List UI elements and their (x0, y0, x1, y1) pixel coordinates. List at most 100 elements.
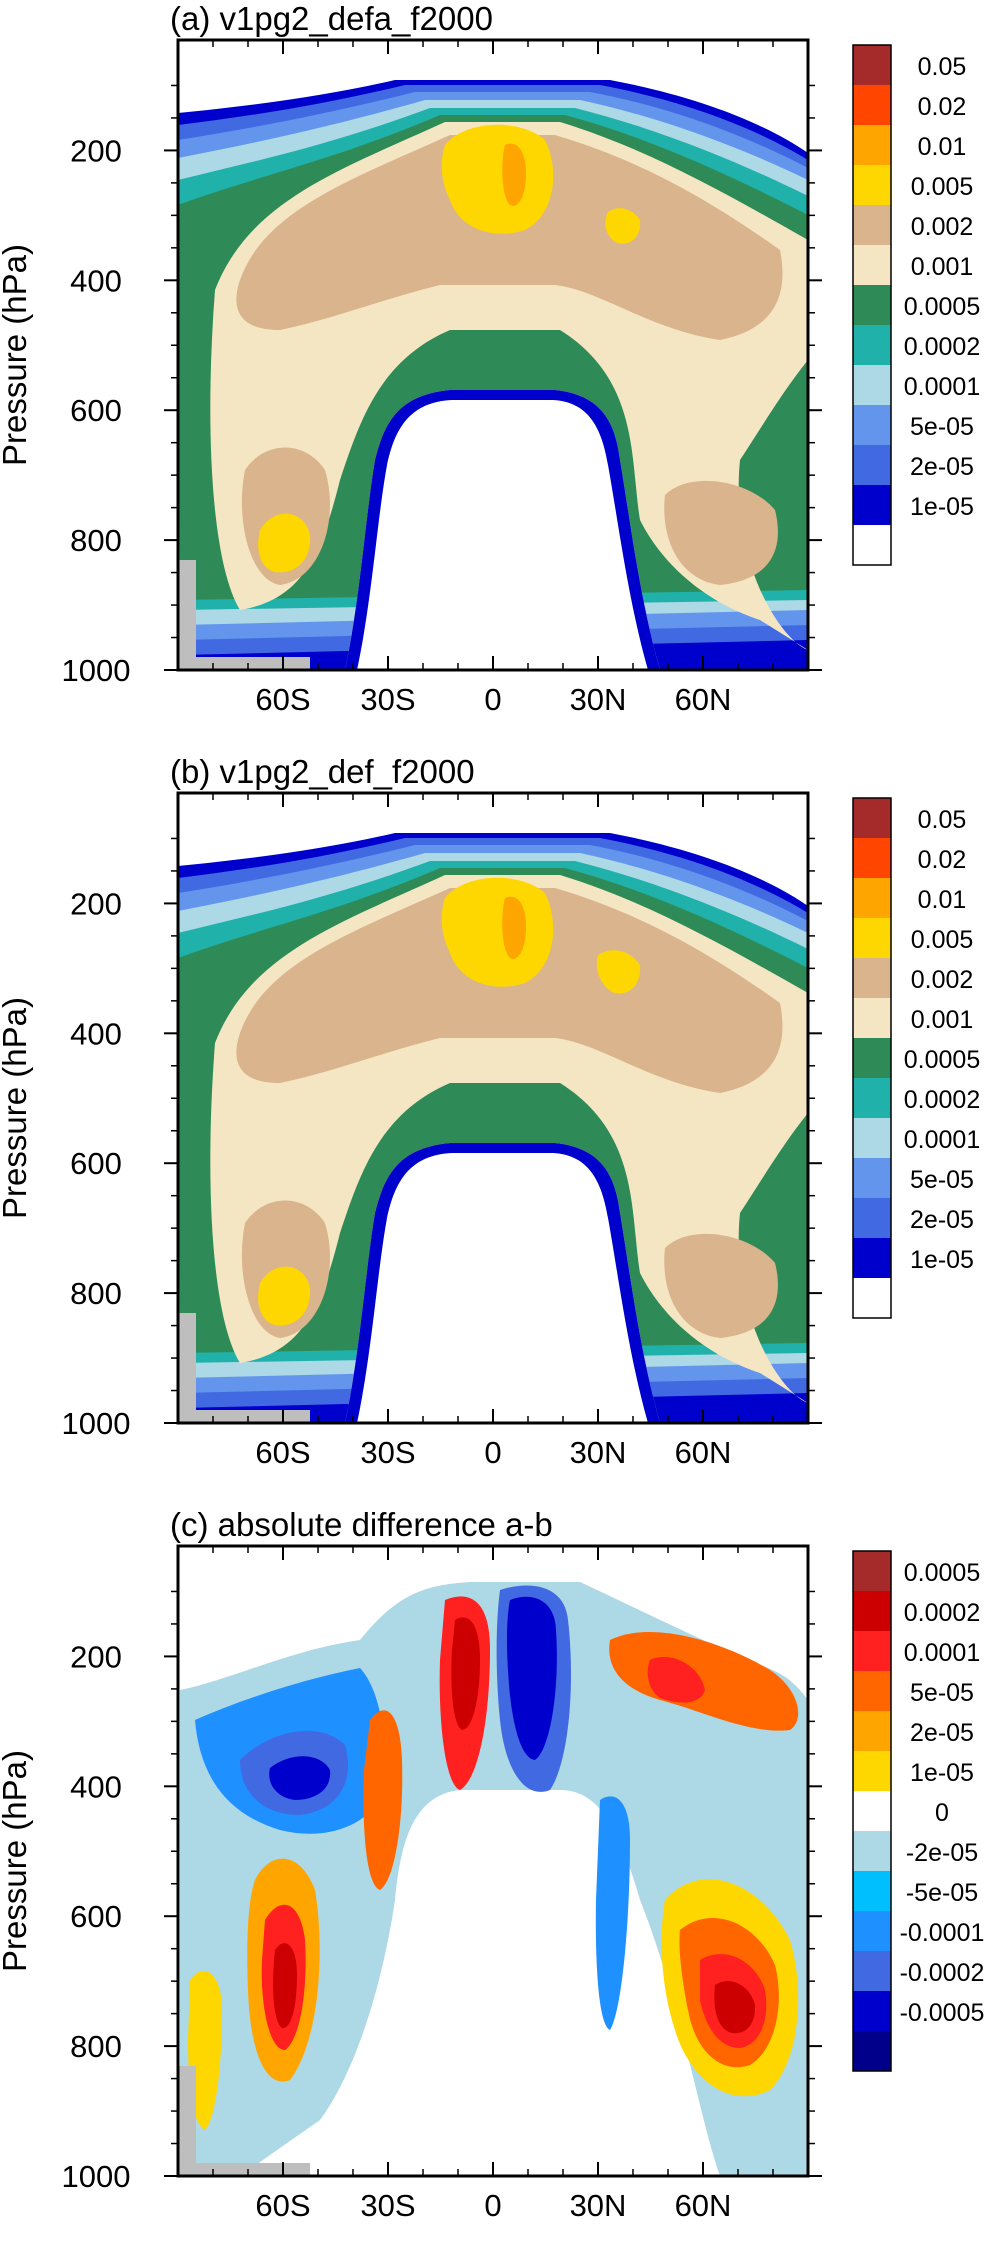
colorbar-swatch-a-9 (853, 405, 891, 445)
colorbar-swatch-c-4 (853, 1711, 891, 1751)
x-tick-label-b-0: 60S (255, 1435, 310, 1470)
contour-band-c-left-darkred (273, 1943, 297, 2029)
y-axis-label-b: Pressure (hPa) (0, 997, 33, 1219)
colorbar-label-b-11: 1e-05 (910, 1246, 974, 1274)
contour-band-b-5e03-c (596, 950, 641, 994)
contour-band-b-5e03 (441, 877, 554, 987)
y-tick-label-c-1: 400 (70, 1769, 122, 1804)
y-tick-label-c-2: 600 (70, 1899, 122, 1934)
terrain-c-2 (178, 2163, 310, 2176)
contour-band-b-1e02 (502, 896, 527, 959)
panel-b-colorbar (852, 797, 892, 1319)
contour-band-b-2e03-c (664, 1233, 778, 1338)
colorbar-label-b-2: 0.01 (918, 886, 967, 914)
terrain-b (178, 1313, 196, 1423)
y-axis-label-c: Pressure (hPa) (0, 1750, 33, 1972)
colorbar-swatch-c-3 (853, 1671, 891, 1711)
colorbar-label-c-2: 0.0001 (904, 1639, 980, 1667)
y-tick-label-b-0: 200 (70, 886, 122, 921)
colorbar-swatch-b-8 (853, 1118, 891, 1158)
colorbar-swatch-a-2 (853, 125, 891, 165)
colorbar-swatch-b-2 (853, 878, 891, 918)
y-tick-label-a-3: 800 (70, 523, 122, 558)
x-tick-label-b-4: 60N (675, 1435, 732, 1470)
contour-band-c-30s-orange (363, 1710, 403, 1890)
panel-c-contours (178, 1582, 808, 2176)
colorbar-label-b-5: 0.001 (911, 1006, 974, 1034)
colorbar-swatch-a-4 (853, 205, 891, 245)
colorbar-swatch-c-2 (853, 1631, 891, 1671)
panel-a: (a) v1pg2_defa_f2000 (170, 0, 892, 672)
colorbar-label-c-5: 1e-05 (910, 1759, 974, 1787)
x-tick-label-b-3: 30N (570, 1435, 627, 1470)
colorbar-label-a-7: 0.0002 (904, 333, 980, 361)
colorbar-swatch-b-0 (853, 798, 891, 838)
x-tick-label-c-3: 30N (570, 2188, 627, 2223)
colorbar-swatch-a-1 (853, 85, 891, 125)
y-tick-label-a-1: 400 (70, 263, 122, 298)
colorbar-label-c-7: -2e-05 (906, 1839, 978, 1867)
terrain-a (178, 560, 196, 670)
colorbar-label-a-8: 0.0001 (904, 373, 980, 401)
contour-band-b-interior (345, 1143, 660, 1423)
x-tick-label-b-1: 30S (360, 1435, 415, 1470)
y-tick-label-a-2: 600 (70, 393, 122, 428)
terrain-a-2 (178, 657, 310, 670)
colorbar-label-c-4: 2e-05 (910, 1719, 974, 1747)
y-tick-label-c-3: 800 (70, 2029, 122, 2064)
colorbar-swatch-c-8 (853, 1871, 891, 1911)
contour-band-c-eq-darkred (451, 1617, 480, 1730)
colorbar-label-a-5: 0.001 (911, 253, 974, 281)
x-tick-label-c-2: 0 (484, 2188, 501, 2223)
colorbar-swatch-b-10 (853, 1198, 891, 1238)
colorbar-swatch-b-5 (853, 998, 891, 1038)
colorbar-label-b-8: 0.0001 (904, 1126, 980, 1154)
colorbar-label-a-9: 5e-05 (910, 413, 974, 441)
colorbar-label-b-4: 0.002 (911, 966, 974, 994)
colorbar-label-a-4: 0.002 (911, 213, 974, 241)
y-tick-label-b-4: 1000 (62, 1406, 131, 1441)
colorbar-frame-a (852, 44, 892, 566)
colorbar-swatch-b-12 (853, 1278, 891, 1318)
contour-band-a-1e02 (502, 143, 527, 206)
colorbar-label-a-10: 2e-05 (910, 453, 974, 481)
colorbar-label-c-3: 5e-05 (910, 1679, 974, 1707)
x-tick-label-b-2: 0 (484, 1435, 501, 1470)
colorbar-swatch-b-9 (853, 1158, 891, 1198)
y-tick-label-c-0: 200 (70, 1639, 122, 1674)
colorbar-swatch-c-10 (853, 1951, 891, 1991)
colorbar-swatch-b-11 (853, 1238, 891, 1278)
colorbar-swatch-c-12 (853, 2031, 891, 2071)
contour-band-c-left-navy (269, 1756, 331, 1800)
contour-band-c-right-orange (609, 1631, 799, 1731)
colorbar-label-a-0: 0.05 (918, 53, 967, 81)
y-tick-label-b-2: 600 (70, 1146, 122, 1181)
colorbar-label-b-9: 5e-05 (910, 1166, 974, 1194)
colorbar-swatch-b-4 (853, 958, 891, 998)
colorbar-label-b-0: 0.05 (918, 806, 967, 834)
x-tick-label-a-4: 60N (675, 682, 732, 717)
colorbar-swatch-b-7 (853, 1078, 891, 1118)
colorbar-label-c-6: 0 (935, 1799, 949, 1827)
colorbar-label-c-8: -5e-05 (906, 1879, 978, 1907)
colorbar-label-b-7: 0.0002 (904, 1086, 980, 1114)
contour-band-a-5e03-c (605, 208, 641, 244)
y-tick-label-b-1: 400 (70, 1016, 122, 1051)
contour-band-a-interior (345, 390, 660, 670)
colorbar-swatch-c-1 (853, 1591, 891, 1631)
x-tick-label-a-1: 30S (360, 682, 415, 717)
colorbar-swatch-a-12 (853, 525, 891, 565)
colorbar-label-a-3: 0.005 (911, 173, 974, 201)
contour-band-c-sfc-yellow (188, 1971, 222, 2130)
colorbar-swatch-c-9 (853, 1911, 891, 1951)
colorbar-label-b-1: 0.02 (918, 846, 967, 874)
colorbar-swatch-a-0 (853, 45, 891, 85)
colorbar-swatch-c-0 (853, 1551, 891, 1591)
panel-c-colorbar (852, 1550, 892, 2072)
axes-layer: 60S 30S 0 30N 60N 200 400 600 800 1000 Pressure (h… (0, 40, 984, 2223)
contour-band-a-2e03 (236, 135, 783, 340)
x-tick-label-a-2: 0 (484, 682, 501, 717)
colorbar-swatch-a-6 (853, 285, 891, 325)
contour-band-b-5e03-b (258, 1266, 311, 1326)
colorbar-label-c-1: 0.0002 (904, 1599, 980, 1627)
